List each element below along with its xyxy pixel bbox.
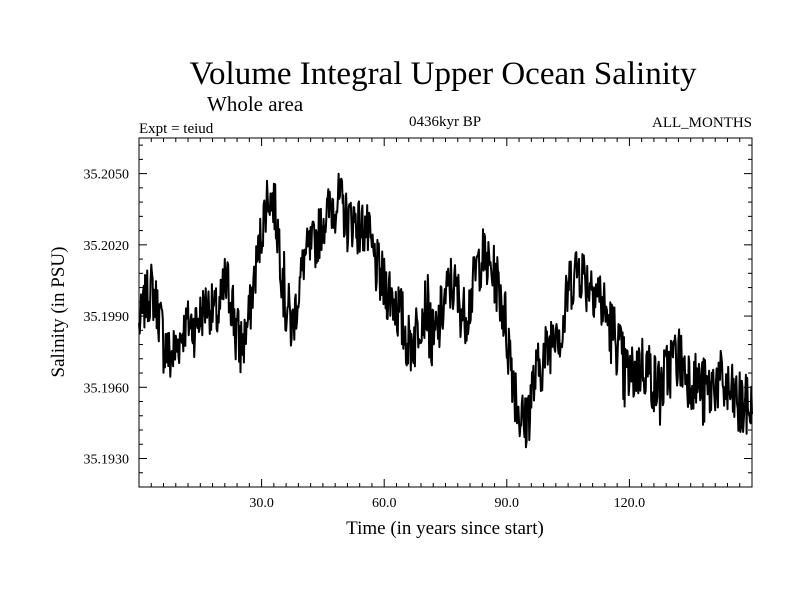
series-line-salinity [138,172,753,449]
plot-area [138,137,753,488]
y-tick-label: 35.1990 [84,310,130,325]
y-axis-ticks: 35.1930 35.1960 35.1990 35.2020 35.2050 [84,144,752,474]
y-tick-label: 35.1960 [84,381,130,396]
x-tick-label: 30.0 [249,496,274,511]
x-tick-label: 120.0 [614,496,646,511]
x-tick-label: 60.0 [372,496,397,511]
period-label: 0436kyr BP [409,114,481,130]
y-tick-label: 35.2020 [84,239,130,254]
experiment-label: Expt = teiud [139,121,214,137]
chart-title: Volume Integral Upper Ocean Salinity [189,56,697,92]
x-axis-label: Time (in years since start) [346,518,544,539]
y-tick-label: 35.1930 [84,453,130,468]
y-tick-label: 35.2050 [84,168,130,183]
season-label: ALL_MONTHS [652,115,752,131]
y-axis-label: Salinity (in PSU) [48,247,69,378]
chart-subtitle: Whole area [207,92,304,116]
x-tick-label: 90.0 [495,496,520,511]
x-axis-ticks: 30.0 60.0 90.0 120.0 [150,138,741,511]
